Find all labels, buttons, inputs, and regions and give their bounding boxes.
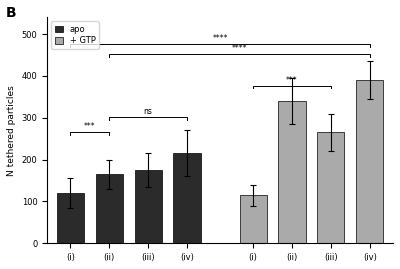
Y-axis label: N tethered particles: N tethered particles <box>7 85 16 176</box>
Text: B: B <box>6 6 16 20</box>
Text: ****: **** <box>212 34 228 43</box>
Bar <box>240 195 267 243</box>
Bar <box>317 132 344 243</box>
Text: ***: *** <box>84 122 96 131</box>
Bar <box>57 193 84 243</box>
Text: ****: **** <box>232 44 247 53</box>
Bar <box>134 170 162 243</box>
Bar <box>356 80 383 243</box>
Text: ***: *** <box>286 76 298 85</box>
Bar <box>278 101 306 243</box>
Text: ns: ns <box>144 107 153 116</box>
Legend: apo, + GTP: apo, + GTP <box>51 22 99 49</box>
Bar <box>174 153 201 243</box>
Bar <box>96 174 123 243</box>
